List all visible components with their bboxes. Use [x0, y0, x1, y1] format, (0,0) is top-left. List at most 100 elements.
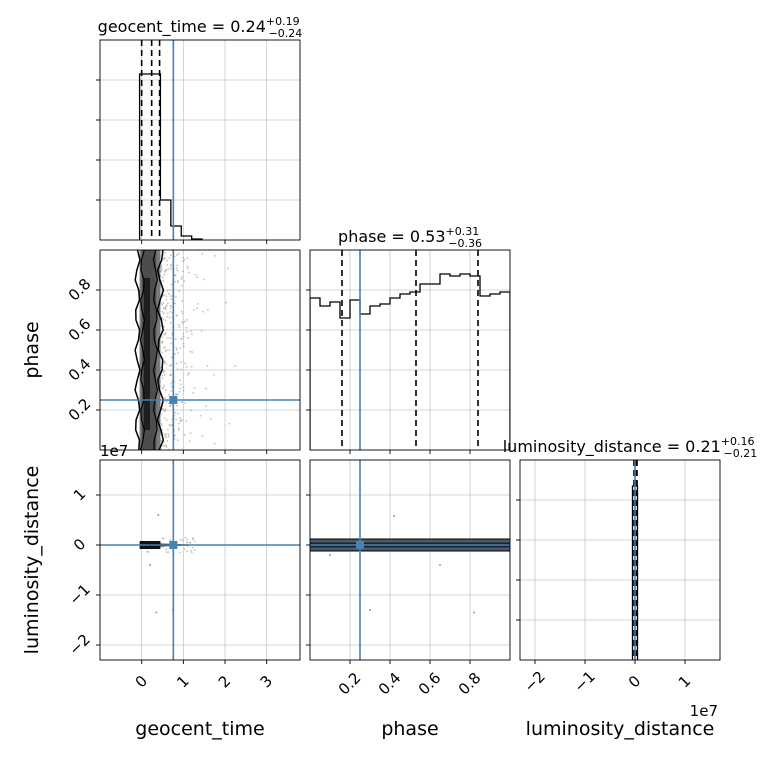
scatter-point [369, 609, 371, 611]
xtick-label-geocent-time: 0 [132, 672, 151, 691]
xtick-label-phase: 0.4 [375, 669, 405, 699]
scatter-point [170, 385, 173, 388]
scatter-point [166, 419, 168, 422]
scatter-point [166, 304, 168, 307]
scatter-point [166, 264, 169, 266]
scatter-point [180, 310, 183, 313]
pair-geocent_time_luminosity_distance-bg [100, 460, 300, 660]
scatter-point [190, 551, 193, 554]
scatter-point [213, 374, 216, 376]
scatter-point [165, 295, 168, 298]
scatter-point [175, 418, 177, 421]
xlabel-phase: phase [381, 718, 438, 740]
scatter-point [199, 414, 202, 417]
scatter-point [184, 536, 187, 539]
scatter-point [170, 298, 173, 301]
scatter-point [168, 256, 171, 259]
scatter-point [161, 374, 163, 377]
hist-geocent_time-bg [100, 40, 300, 240]
scatter-point [181, 284, 183, 287]
hist-phase-bg [310, 250, 510, 450]
density-band-core [143, 278, 150, 430]
scatter-point [160, 286, 162, 289]
scatter-point [191, 546, 194, 549]
scatter-point [169, 265, 172, 268]
scatter-point [234, 365, 236, 367]
scatter-point [171, 380, 173, 383]
scatter-point [164, 389, 167, 392]
scatter-point [167, 267, 170, 270]
scatter-point [160, 423, 163, 425]
scatter-point [161, 310, 164, 313]
scatter-point [167, 292, 170, 295]
scatter-point [181, 320, 183, 323]
hist-luminosity_distance-bg [520, 460, 720, 660]
scatter-point [160, 264, 163, 267]
pair-geocent_time_phase-bg [100, 250, 300, 450]
scatter-point [164, 361, 167, 363]
scatter-point [176, 404, 179, 407]
scatter-point [161, 316, 163, 319]
scatter-point [166, 302, 169, 305]
xlabel-luminosity-distance: luminosity_distance [526, 718, 715, 740]
scatter-point [163, 345, 166, 348]
scatter-point [165, 298, 168, 301]
scatter-point [185, 366, 188, 368]
scatter-point [182, 342, 185, 345]
scatter-point [177, 429, 180, 432]
scatter-point [193, 549, 196, 551]
scatter-point [167, 435, 170, 438]
scatter-point [178, 390, 181, 393]
scatter-point [160, 413, 163, 416]
scatter-point [164, 332, 167, 334]
hist-geocent_time-content [138, 40, 203, 240]
scatter-point [160, 439, 162, 442]
scatter-point [169, 289, 172, 292]
hist-geocent_time-title: geocent_time = 0.24+0.19 −0.24 [98, 15, 303, 40]
scatter-point [163, 384, 166, 387]
scatter-point [166, 428, 169, 431]
scatter-point [166, 312, 169, 315]
scatter-point [177, 324, 180, 326]
scatter-point [201, 252, 204, 255]
scatter-point [178, 326, 181, 329]
scatter-point [161, 537, 164, 540]
scatter-point [163, 433, 166, 436]
scatter-point [180, 337, 183, 340]
scatter-point [181, 300, 184, 303]
scatter-point [165, 268, 168, 271]
scatter-point [225, 301, 228, 304]
scatter-point [160, 302, 162, 304]
scatter-point [189, 350, 192, 353]
scatter-point [160, 275, 162, 278]
scatter-point [174, 280, 177, 283]
scatter-point [161, 546, 164, 548]
scatter-point [167, 394, 170, 396]
scatter-point [187, 271, 190, 274]
scatter-point [188, 372, 190, 375]
scatter-point [177, 427, 180, 430]
scatter-point [184, 320, 186, 323]
scatter-point [176, 269, 179, 272]
scatter-point [177, 253, 180, 255]
scatter-point [206, 308, 209, 311]
scatter-point [163, 333, 166, 336]
scatter-point [180, 361, 183, 363]
scatter-point [182, 345, 185, 348]
scatter-point [165, 315, 168, 318]
scatter-point [165, 444, 167, 447]
scatter-point [196, 276, 199, 279]
scatter-point [166, 440, 169, 442]
scatter-point [165, 548, 168, 551]
scatter-point [169, 322, 172, 324]
scatter-point [202, 278, 205, 281]
scatter-point [183, 434, 186, 436]
scatter-point [168, 424, 171, 426]
scatter-point [169, 295, 172, 298]
scatter-point [174, 302, 176, 305]
y-offset-label: 1e7 [100, 442, 128, 460]
scatter-point [161, 303, 163, 306]
pair-phase_luminosity_distance-bg [310, 460, 510, 660]
scatter-point [163, 307, 166, 310]
